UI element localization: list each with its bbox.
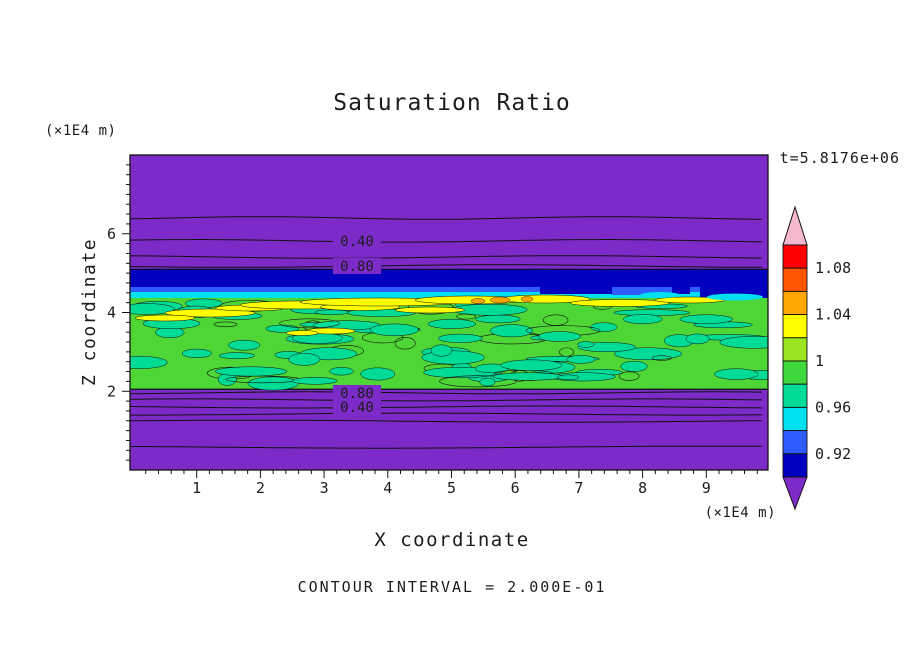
colorbar-label: 0.92 <box>815 445 851 463</box>
colorbar-segment <box>782 406 808 432</box>
x-tick-label: 9 <box>702 479 711 497</box>
colorbar-top-arrow <box>782 205 808 246</box>
colorbar-segment <box>782 337 808 362</box>
x-tick-label: 2 <box>256 479 265 497</box>
colorbar-labels: 1.08 1.04 1 0.96 0.92 <box>815 259 851 463</box>
x-tick-label: 7 <box>574 479 583 497</box>
colorbar <box>782 205 808 511</box>
colorbar-segment <box>782 360 808 385</box>
contour-label-bg <box>333 399 381 414</box>
colorbar-segment <box>782 267 808 292</box>
x-tick-label: 3 <box>320 479 329 497</box>
contour-label-bg <box>333 233 381 249</box>
y-tick-label: 6 <box>107 225 116 243</box>
contour-label-bg <box>333 258 381 274</box>
contour-field <box>130 155 768 470</box>
axis-tick-labels: 1 2 3 4 5 6 7 8 9 2 4 6 <box>107 225 711 497</box>
plot-frame <box>129 154 769 471</box>
contour-label-lower-040: 0.40 <box>340 400 374 416</box>
plot-title: Saturation Ratio <box>333 90 571 116</box>
x-tick-label: 4 <box>383 479 392 497</box>
colorbar-label: 1.08 <box>815 259 851 277</box>
axis-ticks <box>122 164 758 478</box>
colorbar-label: 1 <box>815 352 824 370</box>
colorbar-segment <box>782 453 808 478</box>
x-tick-label: 6 <box>511 479 520 497</box>
x-tick-label: 5 <box>447 479 456 497</box>
contour-label-upper-080: 0.80 <box>340 259 374 275</box>
colorbar-label: 1.04 <box>815 306 851 324</box>
contour-label-lower-080: 0.80 <box>340 386 374 402</box>
colorbar-label: 0.96 <box>815 398 851 416</box>
x-axis-label: X coordinate <box>374 529 529 551</box>
colorbar-segment <box>782 430 808 455</box>
contour-label-bg <box>333 385 381 400</box>
y-tick-label: 2 <box>107 382 116 400</box>
x-tick-label: 8 <box>638 479 647 497</box>
colorbar-bottom-arrow <box>782 476 808 511</box>
x-tick-label: 1 <box>192 479 201 497</box>
y-axis-label: Z coordinate <box>79 238 100 386</box>
y-tick-label: 4 <box>107 304 116 322</box>
colorbar-segment <box>782 290 808 316</box>
x-axis-unit: (×1E4 m) <box>705 505 776 521</box>
contour-label-upper-040: 0.40 <box>340 234 374 250</box>
y-axis-unit: (×1E4 m) <box>45 123 116 139</box>
time-annotation: t=5.8176e+06 <box>780 149 900 167</box>
colorbar-segment <box>782 314 808 339</box>
colorbar-segment <box>782 383 808 408</box>
colorbar-segment <box>782 244 808 269</box>
contour-interval-note: CONTOUR INTERVAL = 2.000E-01 <box>298 578 607 596</box>
contour-lines <box>130 216 763 449</box>
